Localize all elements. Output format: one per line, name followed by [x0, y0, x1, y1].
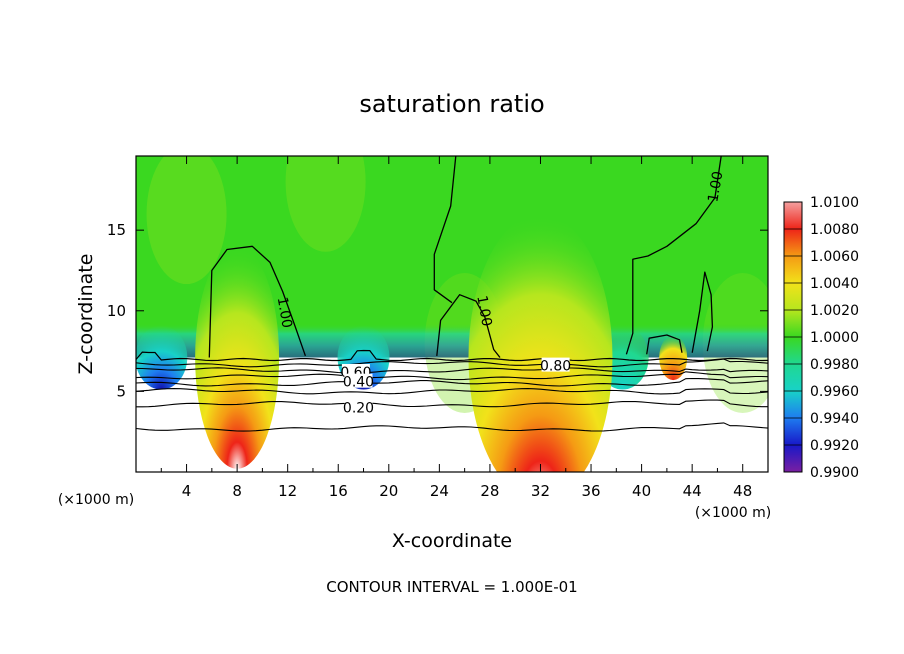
contour-label-group-0: 1.00 [274, 296, 295, 329]
contour-line-1-00-1 [436, 294, 501, 358]
plot-area: 1.00 1.001.000.800.600.400.20 [136, 156, 768, 472]
x-tick-label-2: 12 [278, 482, 297, 500]
plume-0 [195, 246, 280, 469]
contour-line-1-00-0 [208, 245, 307, 358]
colorbar-label-6: 1.0020 [810, 303, 859, 319]
x-axis-label: X-coordinate [392, 530, 512, 552]
x-tick-label-6: 28 [480, 482, 499, 500]
x-axis-unit-left: (×1000 m) [58, 492, 134, 508]
colorbar-label-8: 1.0060 [810, 249, 859, 265]
colorbar-label-10: 1.0100 [810, 195, 859, 211]
contour-line-low-3 [136, 377, 768, 387]
plot-frame [135, 155, 769, 473]
x-tick-label-3: 16 [329, 482, 348, 500]
x-tick-label-5: 24 [430, 482, 449, 500]
contour-line-low-2 [136, 388, 768, 395]
contour-label-group-1: 1.00 [473, 294, 494, 327]
chart-title: saturation ratio [359, 90, 544, 118]
contour-label-5: 0.40 [343, 375, 374, 391]
contour-label-6: 0.20 [343, 401, 374, 417]
x-tick-label-7: 32 [531, 482, 550, 500]
y-tick-label-1: 10 [107, 302, 126, 320]
contour-line-1-00-5 [691, 271, 714, 353]
colorbar-label-5: 1.0000 [810, 330, 859, 346]
colorbar-label-9: 1.0080 [810, 222, 859, 238]
x-tick-label-1: 8 [232, 482, 242, 500]
contour-line-1-00-3 [625, 156, 722, 355]
x-tick-label-9: 40 [632, 482, 651, 500]
contour-label-group-5: 0.40 [343, 373, 374, 391]
x-axis-ticks: 4 8 12 16 20 24 28 32 36 40 44 48 [160, 156, 752, 500]
contour-label-0: 1.00 [274, 296, 295, 329]
contour-line-1-00-4 [646, 334, 683, 355]
colorbar-label-0: 0.9900 [810, 465, 859, 481]
contour-line-low-0 [136, 422, 768, 432]
colorbar-label-3: 0.9960 [810, 384, 859, 400]
plume-1 [468, 214, 613, 472]
contour-label-2: 1.00 [705, 170, 726, 203]
x-axis-unit-right: (×1000 m) [695, 505, 771, 521]
contour-label-bg-6 [344, 399, 373, 414]
colorbar-label-1: 0.9920 [810, 438, 859, 454]
green-variation-1 [285, 156, 366, 252]
contour-label-group-3: 0.80 [540, 357, 571, 375]
contour-line-1-00-2 [433, 156, 457, 304]
dry-band-0 [136, 325, 188, 390]
x-tick-label-10: 44 [683, 482, 702, 500]
contour-line-low-4 [136, 371, 768, 381]
x-tick-label-4: 20 [379, 482, 398, 500]
contour-line-low-1 [136, 399, 768, 408]
contour-line-low-6 [136, 358, 768, 368]
colorbar-labels: 0.9900 0.9920 0.9940 0.9960 0.9980 1.0000 1.00… [784, 195, 859, 481]
contour-line-cloud-base [136, 349, 768, 362]
colorbar-label-7: 1.0040 [810, 276, 859, 292]
contour-label-group-6: 0.20 [343, 399, 374, 417]
x-tick-label-11: 48 [733, 482, 752, 500]
y-tick-label-0: 5 [116, 382, 126, 400]
contour-line-low-5 [136, 367, 768, 374]
contour-label-bg-5 [344, 373, 373, 388]
green-variation-0 [146, 156, 227, 285]
y-tick-label-2: 15 [107, 221, 126, 239]
contour-interval-note: CONTOUR INTERVAL = 1.000E-01 [326, 578, 577, 596]
y-axis-ticks: 5 10 15 [107, 221, 768, 400]
colorbar-label-2: 0.9940 [810, 411, 859, 427]
contour-label-group-2: 1.00 [705, 170, 726, 203]
x-tick-label-0: 4 [182, 482, 192, 500]
contour-label-1: 1.00 [473, 294, 494, 327]
x-tick-label-8: 36 [581, 482, 600, 500]
colorbar-label-4: 0.9980 [810, 357, 859, 373]
y-axis-label: Z-coordinate [75, 254, 97, 375]
contour-label-3: 0.80 [540, 359, 571, 375]
contour-label-bg-3 [541, 357, 570, 372]
